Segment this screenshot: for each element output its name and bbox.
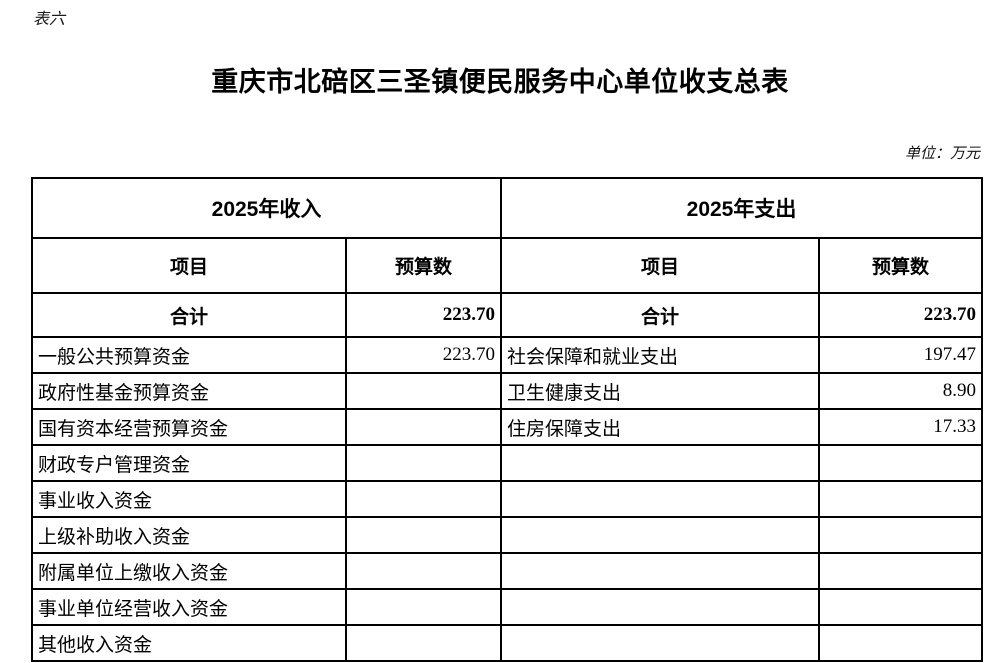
expense-value-cell — [818, 588, 983, 626]
income-item-cell: 其他收入资金 — [31, 624, 347, 662]
expense-value-cell: 8.90 — [818, 372, 983, 410]
income-value-cell — [345, 372, 502, 410]
expense-value-cell: 17.33 — [818, 408, 983, 446]
expense-value-cell — [818, 624, 983, 662]
income-item-cell: 财政专户管理资金 — [31, 444, 347, 482]
income-item-cell: 一般公共预算资金 — [31, 336, 347, 374]
income-item-cell: 政府性基金预算资金 — [31, 372, 347, 410]
income-item-cell: 上级补助收入资金 — [31, 516, 347, 554]
income-value-cell — [345, 588, 502, 626]
income-item-cell: 事业单位经营收入资金 — [31, 588, 347, 626]
income-value-cell — [345, 444, 502, 482]
income-section-header: 2025年收入 — [31, 177, 502, 239]
income-value-cell: 223.70 — [345, 336, 502, 374]
expense-budget-column-header: 预算数 — [818, 237, 983, 294]
income-item-cell: 国有资本经营预算资金 — [31, 408, 347, 446]
table-row: 一般公共预算资金 223.70 社会保障和就业支出 197.47 — [31, 336, 983, 374]
unit-note: 单位：万元 — [904, 146, 980, 162]
income-item-cell: 事业收入资金 — [31, 480, 347, 518]
budget-summary-table: 2025年收入 2025年支出 项目 预算数 项目 预算数 合计 223.70 … — [31, 177, 983, 662]
expense-item-cell — [500, 480, 820, 518]
table-row: 事业收入资金 — [31, 480, 983, 518]
income-item-column-header: 项目 — [31, 237, 347, 294]
table-row: 财政专户管理资金 — [31, 444, 983, 482]
expense-value-cell: 197.47 — [818, 336, 983, 374]
table-row: 国有资本经营预算资金 住房保障支出 17.33 — [31, 408, 983, 446]
income-item-cell: 附属单位上缴收入资金 — [31, 552, 347, 590]
expense-value-cell — [818, 480, 983, 518]
expense-item-cell: 卫生健康支出 — [500, 372, 820, 410]
income-total-label: 合计 — [31, 292, 347, 338]
table-number-label: 表六 — [33, 11, 66, 28]
income-total-value: 223.70 — [345, 292, 502, 338]
table-row: 上级补助收入资金 — [31, 516, 983, 554]
table-row: 事业单位经营收入资金 — [31, 588, 983, 626]
expense-item-cell — [500, 552, 820, 590]
expense-item-column-header: 项目 — [500, 237, 820, 294]
expense-item-cell — [500, 624, 820, 662]
section-header-row: 2025年收入 2025年支出 — [31, 177, 983, 239]
income-budget-column-header: 预算数 — [345, 237, 502, 294]
table-row: 附属单位上缴收入资金 — [31, 552, 983, 590]
expense-item-cell — [500, 516, 820, 554]
table-row: 其他收入资金 — [31, 624, 983, 662]
income-value-cell — [345, 552, 502, 590]
expense-value-cell — [818, 552, 983, 590]
expense-value-cell — [818, 516, 983, 554]
income-value-cell — [345, 516, 502, 554]
page-title: 重庆市北碚区三圣镇便民服务中心单位收支总表 — [211, 67, 789, 97]
income-value-cell — [345, 408, 502, 446]
expense-item-cell — [500, 444, 820, 482]
income-value-cell — [345, 480, 502, 518]
expense-item-cell: 社会保障和就业支出 — [500, 336, 820, 374]
column-header-row: 项目 预算数 项目 预算数 — [31, 237, 983, 294]
expense-total-label: 合计 — [500, 292, 820, 338]
income-value-cell — [345, 624, 502, 662]
expense-value-cell — [818, 444, 983, 482]
table-row: 政府性基金预算资金 卫生健康支出 8.90 — [31, 372, 983, 410]
expense-item-cell: 住房保障支出 — [500, 408, 820, 446]
total-row: 合计 223.70 合计 223.70 — [31, 292, 983, 338]
expense-section-header: 2025年支出 — [500, 177, 983, 239]
expense-item-cell — [500, 588, 820, 626]
expense-total-value: 223.70 — [818, 292, 983, 338]
